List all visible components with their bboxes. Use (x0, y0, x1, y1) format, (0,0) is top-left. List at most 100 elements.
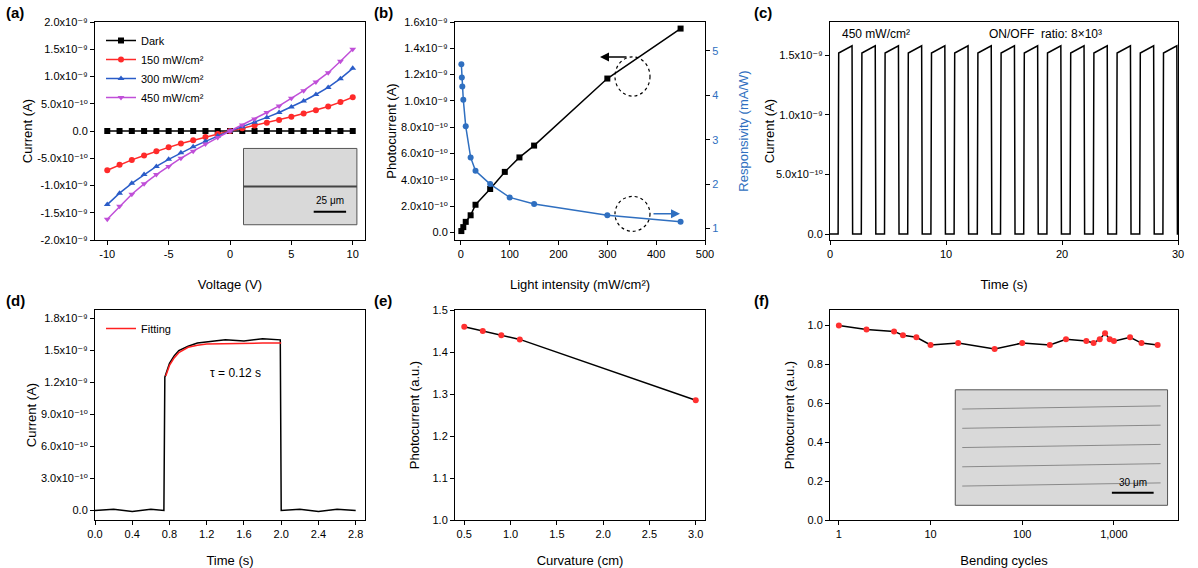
svg-text:1.0x10⁻⁹: 1.0x10⁻⁹ (404, 95, 448, 107)
svg-text:6.0x10⁻¹⁰: 6.0x10⁻¹⁰ (401, 147, 448, 159)
svg-text:ON/OFF ratio: 8×10³: ON/OFF ratio: 8×10³ (989, 27, 1102, 41)
svg-text:τ = 0.12 s: τ = 0.12 s (210, 366, 261, 380)
svg-text:Time (s): Time (s) (206, 553, 253, 568)
svg-text:1.0: 1.0 (808, 319, 823, 331)
svg-text:0.0: 0.0 (808, 514, 823, 526)
svg-text:1.6: 1.6 (236, 528, 251, 540)
svg-text:0.6: 0.6 (808, 397, 823, 409)
svg-text:2.4: 2.4 (311, 528, 326, 540)
svg-text:2.8: 2.8 (348, 528, 363, 540)
svg-text:150 mW/cm²: 150 mW/cm² (141, 54, 204, 66)
svg-text:0.8: 0.8 (808, 358, 823, 370)
svg-text:Light intensity (mW/cm²): Light intensity (mW/cm²) (510, 277, 650, 292)
svg-text:200: 200 (549, 248, 567, 260)
svg-text:1.5: 1.5 (549, 528, 564, 540)
svg-text:1.5x10⁻⁹: 1.5x10⁻⁹ (44, 43, 88, 55)
svg-text:0.8: 0.8 (162, 528, 177, 540)
svg-text:0: 0 (827, 248, 833, 260)
svg-text:25 μm: 25 μm (316, 195, 344, 206)
svg-text:500: 500 (696, 248, 714, 260)
svg-text:30 μm: 30 μm (1119, 477, 1147, 488)
svg-text:-10: -10 (99, 248, 115, 260)
svg-text:0.4: 0.4 (808, 436, 823, 448)
svg-text:Voltage (V): Voltage (V) (198, 277, 262, 292)
svg-text:400: 400 (647, 248, 665, 260)
svg-text:4: 4 (712, 89, 718, 101)
svg-text:1.1: 1.1 (433, 472, 448, 484)
svg-text:100: 100 (1013, 528, 1031, 540)
svg-text:5.0x10⁻¹⁰: 5.0x10⁻¹⁰ (41, 98, 88, 110)
svg-text:0: 0 (458, 248, 464, 260)
svg-text:5.0x10⁻¹⁰: 5.0x10⁻¹⁰ (776, 168, 823, 180)
svg-text:2: 2 (712, 178, 718, 190)
svg-text:(b): (b) (374, 4, 393, 21)
svg-text:Current (A): Current (A) (24, 383, 39, 447)
svg-text:Time (s): Time (s) (980, 277, 1027, 292)
svg-text:0.0: 0.0 (73, 504, 88, 516)
svg-text:Curvature (cm): Curvature (cm) (537, 553, 624, 568)
svg-text:(d): (d) (6, 292, 25, 309)
svg-text:-5.0x10⁻¹⁰: -5.0x10⁻¹⁰ (37, 152, 88, 164)
svg-text:2.0: 2.0 (274, 528, 289, 540)
svg-text:3.0: 3.0 (688, 528, 703, 540)
svg-text:1: 1 (712, 222, 718, 234)
svg-text:Current (A): Current (A) (762, 99, 777, 163)
svg-text:0.0: 0.0 (808, 228, 823, 240)
svg-text:1.2: 1.2 (199, 528, 214, 540)
svg-text:0.5: 0.5 (457, 528, 472, 540)
svg-text:Dark: Dark (141, 35, 165, 47)
svg-text:Photocurrent (a.u.): Photocurrent (a.u.) (782, 361, 797, 469)
svg-text:300: 300 (598, 248, 616, 260)
svg-text:2.5: 2.5 (642, 528, 657, 540)
svg-text:(a): (a) (6, 4, 24, 21)
svg-text:450 mW/cm²: 450 mW/cm² (842, 27, 910, 41)
svg-text:1.5: 1.5 (433, 304, 448, 316)
svg-text:8.0x10⁻¹⁰: 8.0x10⁻¹⁰ (401, 121, 448, 133)
svg-text:1.2x10⁻⁹: 1.2x10⁻⁹ (404, 68, 448, 80)
svg-text:0: 0 (227, 248, 233, 260)
svg-text:1.5x10⁻⁹: 1.5x10⁻⁹ (779, 49, 823, 61)
svg-text:2.0x10⁻⁹: 2.0x10⁻⁹ (44, 16, 88, 28)
svg-text:1.4: 1.4 (433, 346, 448, 358)
svg-text:Responsivity (mA/W): Responsivity (mA/W) (736, 70, 751, 191)
svg-text:1.5x10⁻⁹: 1.5x10⁻⁹ (44, 344, 88, 356)
svg-text:Fitting: Fitting (141, 323, 171, 335)
svg-text:100: 100 (501, 248, 519, 260)
svg-text:2.0x10⁻¹⁰: 2.0x10⁻¹⁰ (401, 200, 448, 212)
svg-text:1.4x10⁻⁹: 1.4x10⁻⁹ (404, 42, 448, 54)
svg-text:10: 10 (940, 248, 952, 260)
svg-text:0.0: 0.0 (87, 528, 102, 540)
svg-text:-2.0x10⁻⁹: -2.0x10⁻⁹ (41, 234, 88, 246)
svg-text:5: 5 (712, 45, 718, 57)
svg-text:1.2: 1.2 (433, 430, 448, 442)
svg-text:1.3: 1.3 (433, 388, 448, 400)
svg-text:1.0: 1.0 (503, 528, 518, 540)
svg-text:5: 5 (288, 248, 294, 260)
svg-text:-1.5x10⁻⁹: -1.5x10⁻⁹ (41, 207, 88, 219)
svg-text:1.0x10⁻⁹: 1.0x10⁻⁹ (779, 109, 823, 121)
svg-text:0.0: 0.0 (433, 226, 448, 238)
svg-text:-5: -5 (164, 248, 174, 260)
svg-text:3: 3 (712, 134, 718, 146)
svg-text:0.4: 0.4 (125, 528, 140, 540)
svg-text:6.0x10⁻¹⁰: 6.0x10⁻¹⁰ (41, 440, 88, 452)
svg-text:-1.0x10⁻⁹: -1.0x10⁻⁹ (41, 179, 88, 191)
svg-text:10: 10 (347, 248, 359, 260)
svg-text:(e): (e) (374, 292, 392, 309)
svg-text:3.0x10⁻¹⁰: 3.0x10⁻¹⁰ (41, 472, 88, 484)
svg-text:1,000: 1,000 (1100, 528, 1128, 540)
svg-text:Current (A): Current (A) (20, 99, 35, 163)
svg-text:Bending cycles: Bending cycles (960, 553, 1048, 568)
svg-text:1.6x10⁻⁹: 1.6x10⁻⁹ (404, 16, 448, 28)
svg-text:20: 20 (1056, 248, 1068, 260)
svg-text:1.0: 1.0 (433, 514, 448, 526)
svg-text:2.0: 2.0 (596, 528, 611, 540)
svg-text:30: 30 (1172, 248, 1184, 260)
svg-text:1.8x10⁻⁹: 1.8x10⁻⁹ (44, 312, 88, 324)
svg-text:Photocurrent (a.u.): Photocurrent (a.u.) (407, 361, 422, 469)
svg-text:1.0x10⁻⁹: 1.0x10⁻⁹ (44, 70, 88, 82)
svg-text:450 mW/cm²: 450 mW/cm² (141, 92, 204, 104)
svg-text:0.0: 0.0 (73, 125, 88, 137)
svg-text:1.2x10⁻⁹: 1.2x10⁻⁹ (44, 376, 88, 388)
svg-text:4.0x10⁻¹⁰: 4.0x10⁻¹⁰ (401, 174, 448, 186)
